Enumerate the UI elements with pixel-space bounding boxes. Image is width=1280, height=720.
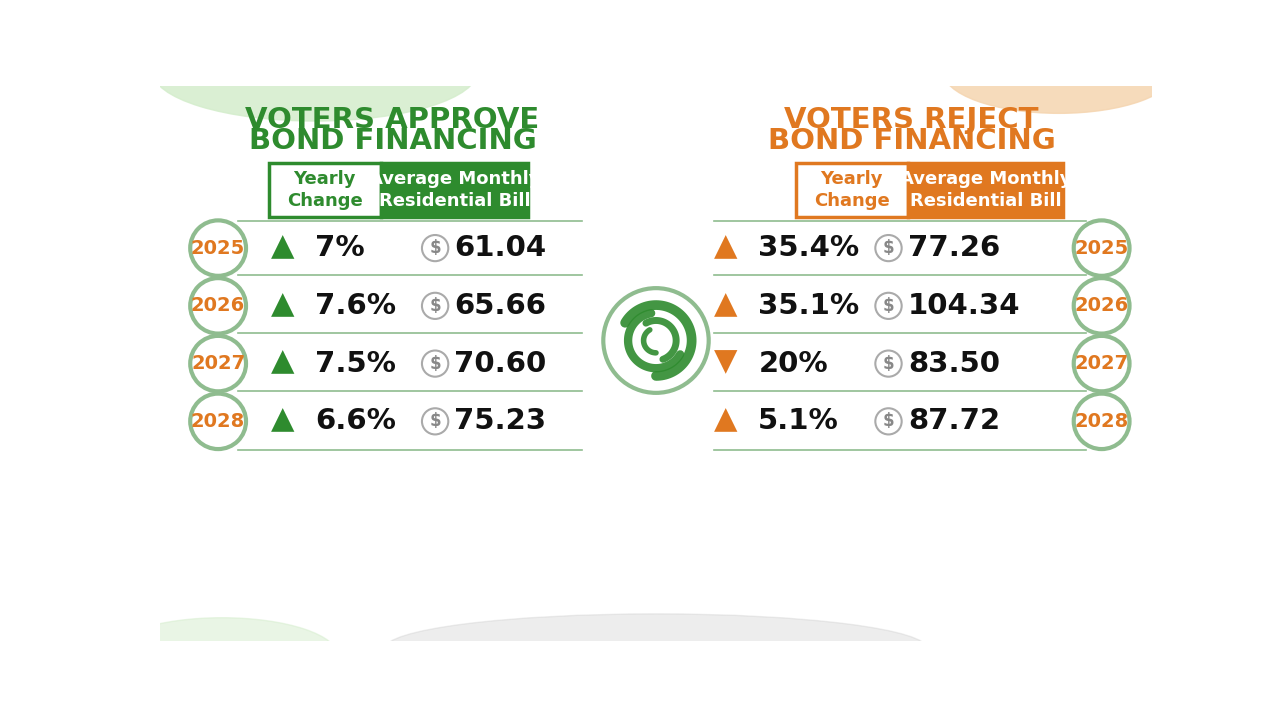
Text: 2028: 2028 bbox=[191, 412, 246, 431]
Text: 104.34: 104.34 bbox=[908, 292, 1020, 320]
Text: 35.1%: 35.1% bbox=[758, 292, 859, 320]
Text: 2026: 2026 bbox=[1074, 297, 1129, 315]
Text: 5.1%: 5.1% bbox=[758, 408, 840, 436]
Text: ▲: ▲ bbox=[270, 405, 294, 434]
Ellipse shape bbox=[106, 618, 338, 695]
Text: BOND FINANCING: BOND FINANCING bbox=[248, 127, 536, 156]
Ellipse shape bbox=[943, 29, 1175, 113]
Text: ▲: ▲ bbox=[270, 232, 294, 261]
Text: $: $ bbox=[883, 239, 895, 257]
Text: $: $ bbox=[429, 354, 440, 373]
Text: BOND FINANCING: BOND FINANCING bbox=[768, 127, 1056, 156]
Text: ▼: ▼ bbox=[714, 348, 737, 377]
FancyBboxPatch shape bbox=[381, 163, 529, 217]
Text: 61.04: 61.04 bbox=[454, 234, 547, 262]
FancyBboxPatch shape bbox=[269, 163, 381, 217]
Text: VOTERS APPROVE: VOTERS APPROVE bbox=[246, 106, 540, 134]
Text: $: $ bbox=[429, 239, 440, 257]
Ellipse shape bbox=[385, 614, 927, 683]
FancyBboxPatch shape bbox=[795, 163, 908, 217]
Circle shape bbox=[1074, 220, 1129, 276]
Text: 65.66: 65.66 bbox=[454, 292, 547, 320]
Text: $: $ bbox=[429, 297, 440, 315]
Text: ▲: ▲ bbox=[270, 290, 294, 319]
Circle shape bbox=[422, 351, 448, 377]
Circle shape bbox=[422, 408, 448, 434]
Circle shape bbox=[422, 293, 448, 319]
Text: ▲: ▲ bbox=[714, 290, 737, 319]
Text: 2025: 2025 bbox=[191, 238, 246, 258]
Circle shape bbox=[876, 408, 901, 434]
FancyBboxPatch shape bbox=[908, 163, 1062, 217]
Circle shape bbox=[191, 336, 246, 392]
Text: 7.6%: 7.6% bbox=[315, 292, 396, 320]
Text: 83.50: 83.50 bbox=[908, 350, 1000, 377]
Text: 70.60: 70.60 bbox=[454, 350, 547, 377]
Circle shape bbox=[1074, 278, 1129, 333]
Text: Average Monthly
Residential Bill: Average Monthly Residential Bill bbox=[369, 170, 540, 210]
Text: $: $ bbox=[883, 297, 895, 315]
Text: ▲: ▲ bbox=[714, 405, 737, 434]
Text: 2028: 2028 bbox=[1074, 412, 1129, 431]
Circle shape bbox=[876, 293, 901, 319]
Text: $: $ bbox=[883, 354, 895, 373]
Text: 2027: 2027 bbox=[1075, 354, 1129, 373]
Ellipse shape bbox=[152, 21, 477, 121]
Circle shape bbox=[876, 351, 901, 377]
Text: 7.5%: 7.5% bbox=[315, 350, 396, 377]
Text: 2025: 2025 bbox=[1074, 238, 1129, 258]
Circle shape bbox=[191, 394, 246, 449]
Text: $: $ bbox=[883, 413, 895, 431]
Text: 6.6%: 6.6% bbox=[315, 408, 396, 436]
Text: Yearly
Change: Yearly Change bbox=[814, 170, 890, 210]
Text: ▲: ▲ bbox=[270, 348, 294, 377]
Text: 77.26: 77.26 bbox=[908, 234, 1000, 262]
Circle shape bbox=[1074, 394, 1129, 449]
Circle shape bbox=[191, 220, 246, 276]
Circle shape bbox=[603, 288, 709, 393]
Circle shape bbox=[191, 278, 246, 333]
Text: ▲: ▲ bbox=[714, 232, 737, 261]
Text: 20%: 20% bbox=[758, 350, 828, 377]
Text: 2026: 2026 bbox=[191, 297, 246, 315]
Circle shape bbox=[422, 235, 448, 261]
Text: Average Monthly
Residential Bill: Average Monthly Residential Bill bbox=[900, 170, 1071, 210]
Text: Yearly
Change: Yearly Change bbox=[287, 170, 362, 210]
Text: 2027: 2027 bbox=[191, 354, 246, 373]
Text: $: $ bbox=[429, 413, 440, 431]
Text: 35.4%: 35.4% bbox=[758, 234, 859, 262]
Circle shape bbox=[876, 235, 901, 261]
Text: VOTERS REJECT: VOTERS REJECT bbox=[785, 106, 1039, 134]
Text: 87.72: 87.72 bbox=[908, 408, 1000, 436]
Text: 7%: 7% bbox=[315, 234, 365, 262]
Circle shape bbox=[1074, 336, 1129, 392]
Text: 75.23: 75.23 bbox=[454, 408, 547, 436]
